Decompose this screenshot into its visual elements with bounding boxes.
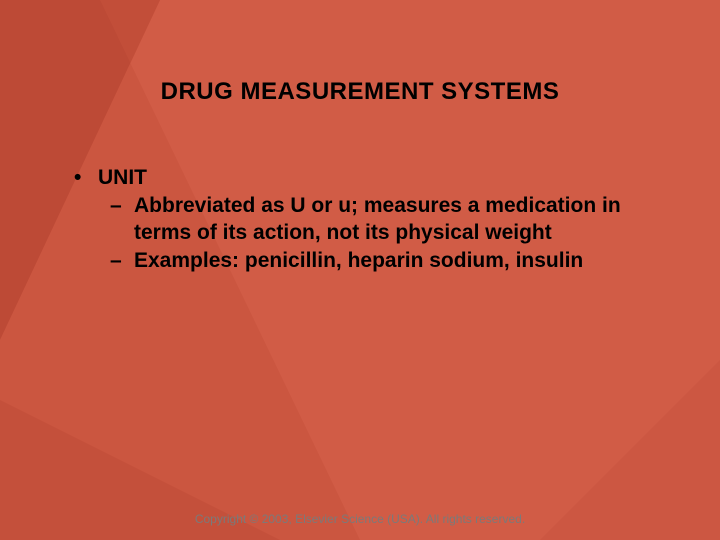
copyright-footer: Copyright © 2003, Elsevier Science (USA)… <box>0 512 720 526</box>
bullet-label: UNIT <box>98 166 147 189</box>
bullet-level2: Examples: penicillin, heparin sodium, in… <box>68 248 660 274</box>
slide: DRUG MEASUREMENT SYSTEMS UNIT Abbreviate… <box>0 0 720 540</box>
bullet-text: Abbreviated as U or u; measures a medica… <box>134 194 621 243</box>
slide-title: DRUG MEASUREMENT SYSTEMS <box>0 78 720 106</box>
bullet-level1: UNIT <box>68 165 660 191</box>
bullet-level2: Abbreviated as U or u; measures a medica… <box>68 193 660 246</box>
bullet-text: Examples: penicillin, heparin sodium, in… <box>134 249 583 272</box>
slide-body: UNIT Abbreviated as U or u; measures a m… <box>68 165 660 274</box>
